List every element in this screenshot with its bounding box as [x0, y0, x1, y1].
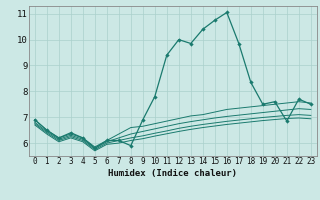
X-axis label: Humidex (Indice chaleur): Humidex (Indice chaleur): [108, 169, 237, 178]
